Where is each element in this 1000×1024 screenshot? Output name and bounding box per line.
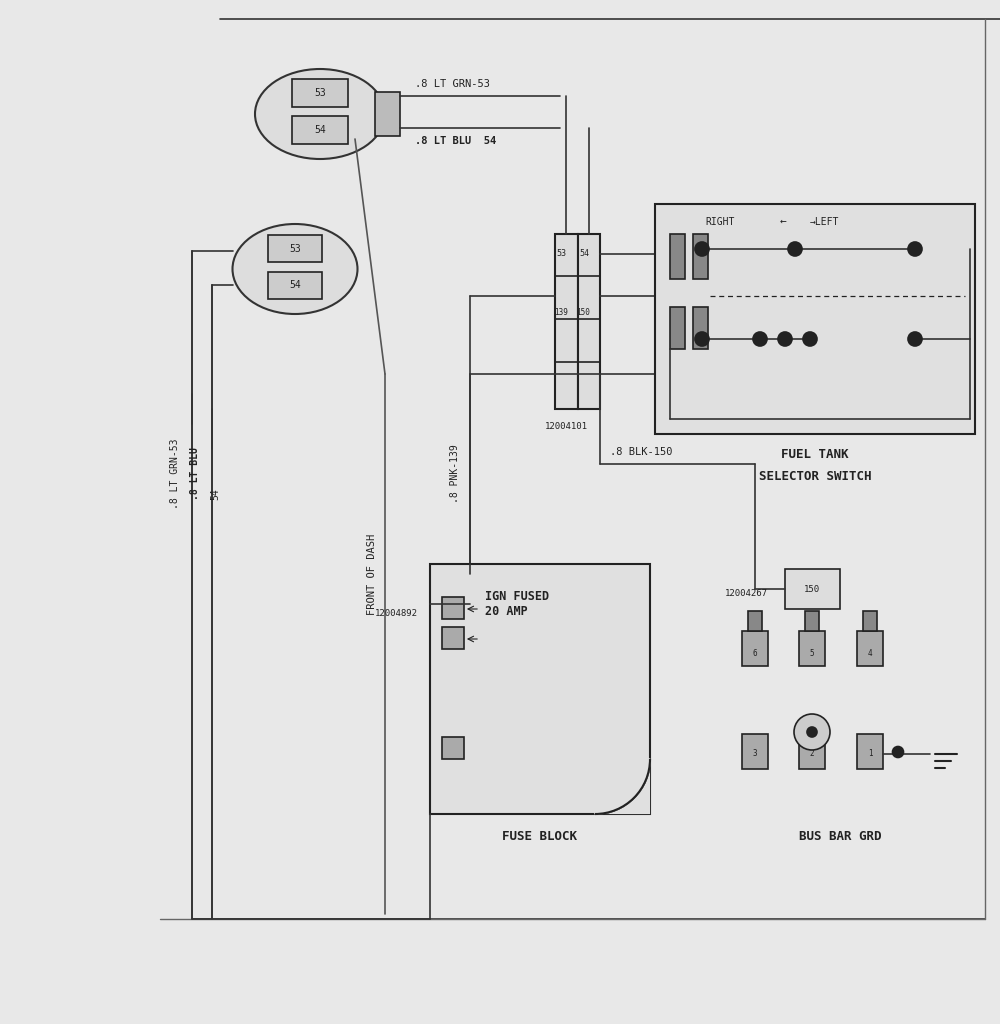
Text: 12004101: 12004101	[545, 423, 588, 431]
Text: FRONT OF DASH: FRONT OF DASH	[367, 534, 377, 614]
Bar	[555, 234, 578, 409]
Bar	[670, 307, 685, 349]
Text: FUEL TANK: FUEL TANK	[781, 447, 849, 461]
Text: 53: 53	[289, 244, 301, 254]
Bar	[670, 234, 685, 279]
Circle shape	[803, 332, 817, 346]
Text: .8 LT GRN-53: .8 LT GRN-53	[170, 438, 180, 509]
Bar	[292, 79, 348, 106]
Text: RIGHT: RIGHT	[705, 217, 734, 227]
Bar	[857, 631, 883, 666]
Text: →LEFT: →LEFT	[810, 217, 839, 227]
Text: 5: 5	[810, 649, 814, 658]
Bar	[268, 272, 322, 299]
Bar	[268, 234, 322, 262]
Text: 54: 54	[289, 280, 301, 290]
Text: 54: 54	[210, 488, 220, 500]
Text: 139: 139	[554, 308, 568, 317]
Text: 150: 150	[577, 308, 590, 317]
FancyBboxPatch shape	[595, 759, 650, 814]
Bar	[742, 631, 768, 666]
Text: 54: 54	[314, 125, 326, 135]
Circle shape	[753, 332, 767, 346]
Bar	[375, 92, 400, 136]
Bar	[748, 611, 762, 631]
Bar	[857, 734, 883, 769]
Text: 6: 6	[753, 649, 757, 658]
Bar	[292, 116, 348, 144]
Ellipse shape	[232, 224, 358, 314]
Text: IGN FUSED
20 AMP: IGN FUSED 20 AMP	[485, 590, 549, 618]
Bar	[430, 564, 650, 814]
Text: .8 LT BLU  54: .8 LT BLU 54	[415, 136, 496, 146]
Bar	[799, 631, 825, 666]
Bar	[442, 597, 464, 618]
Text: 12004892: 12004892	[375, 609, 418, 618]
Circle shape	[788, 242, 802, 256]
Text: SELECTOR SWITCH: SELECTOR SWITCH	[759, 469, 871, 482]
Circle shape	[807, 727, 817, 737]
Text: ←: ←	[780, 217, 787, 227]
Text: 1: 1	[868, 750, 872, 759]
Text: 53: 53	[314, 88, 326, 98]
Bar	[863, 611, 877, 631]
Text: 150: 150	[804, 585, 820, 594]
Bar	[442, 627, 464, 649]
Bar	[785, 569, 840, 609]
Wedge shape	[595, 759, 650, 814]
Text: 3: 3	[753, 750, 757, 759]
Bar	[693, 234, 708, 279]
Circle shape	[893, 746, 904, 758]
Text: .8 BLK-150: .8 BLK-150	[610, 447, 672, 457]
Bar	[693, 307, 708, 349]
Circle shape	[908, 332, 922, 346]
Circle shape	[778, 332, 792, 346]
Text: .8 LT BLU: .8 LT BLU	[190, 447, 200, 501]
Text: BUS BAR GRD: BUS BAR GRD	[799, 829, 881, 843]
Text: FUSE BLOCK: FUSE BLOCK	[503, 829, 578, 843]
Circle shape	[695, 332, 709, 346]
Ellipse shape	[255, 69, 385, 159]
Text: 53: 53	[556, 250, 566, 258]
Bar	[805, 611, 819, 631]
Circle shape	[695, 242, 709, 256]
Text: .8 LT GRN-53: .8 LT GRN-53	[415, 79, 490, 89]
Bar	[799, 734, 825, 769]
Text: 2: 2	[810, 750, 814, 759]
Bar	[655, 204, 975, 434]
Circle shape	[908, 242, 922, 256]
Bar	[742, 734, 768, 769]
Text: 12004267: 12004267	[725, 590, 768, 598]
Text: 4: 4	[868, 649, 872, 658]
Bar	[578, 234, 600, 409]
Text: 54: 54	[580, 250, 590, 258]
Text: .8 PNK-139: .8 PNK-139	[450, 444, 460, 504]
Circle shape	[794, 714, 830, 750]
Bar	[442, 737, 464, 759]
